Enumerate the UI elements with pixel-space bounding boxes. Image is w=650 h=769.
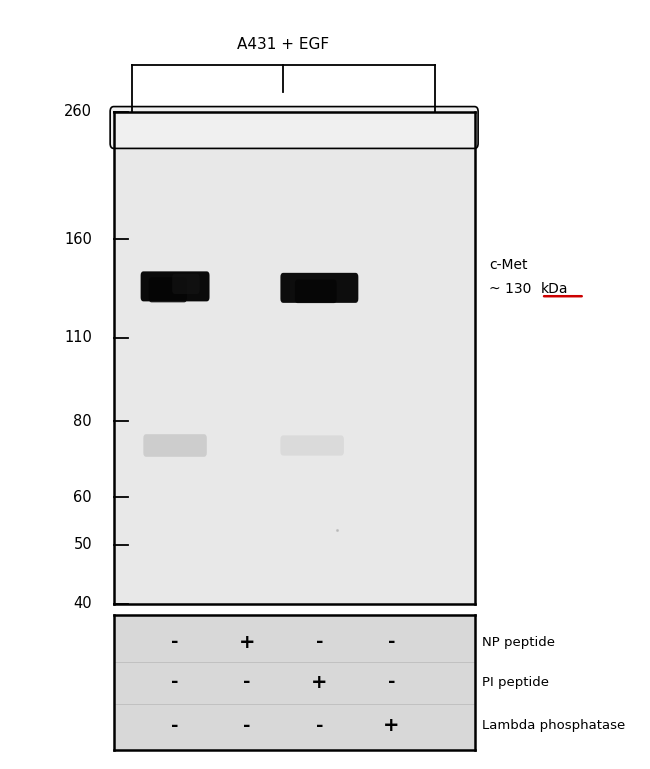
FancyBboxPatch shape	[110, 107, 478, 148]
FancyBboxPatch shape	[149, 278, 187, 302]
Text: 40: 40	[73, 596, 92, 611]
Text: 80: 80	[73, 414, 92, 429]
Text: 110: 110	[64, 330, 92, 345]
Text: NP peptide: NP peptide	[482, 636, 554, 648]
Text: c-Met: c-Met	[489, 258, 527, 271]
FancyBboxPatch shape	[144, 434, 207, 457]
Text: -: -	[388, 674, 395, 691]
FancyBboxPatch shape	[280, 273, 358, 303]
Text: -: -	[388, 633, 395, 651]
Text: -: -	[244, 674, 251, 691]
Text: -: -	[244, 717, 251, 734]
Text: -: -	[172, 674, 179, 691]
Text: -: -	[172, 717, 179, 734]
FancyBboxPatch shape	[140, 271, 209, 301]
Text: 50: 50	[73, 538, 92, 552]
Text: ~ 130: ~ 130	[489, 281, 536, 296]
Text: -: -	[172, 633, 179, 651]
Text: -: -	[316, 717, 323, 734]
FancyBboxPatch shape	[280, 435, 344, 455]
FancyBboxPatch shape	[172, 274, 200, 294]
Text: A431 + EGF: A431 + EGF	[237, 38, 330, 52]
Text: kDa: kDa	[541, 281, 569, 296]
Text: Lambda phosphatase: Lambda phosphatase	[482, 719, 625, 732]
Text: -: -	[316, 633, 323, 651]
Text: +: +	[384, 716, 400, 735]
Text: +: +	[311, 673, 328, 692]
FancyBboxPatch shape	[295, 279, 337, 303]
Text: PI peptide: PI peptide	[482, 676, 549, 689]
Text: 60: 60	[73, 490, 92, 504]
Text: 160: 160	[64, 231, 92, 247]
Text: 260: 260	[64, 104, 92, 119]
Text: +: +	[239, 633, 255, 651]
